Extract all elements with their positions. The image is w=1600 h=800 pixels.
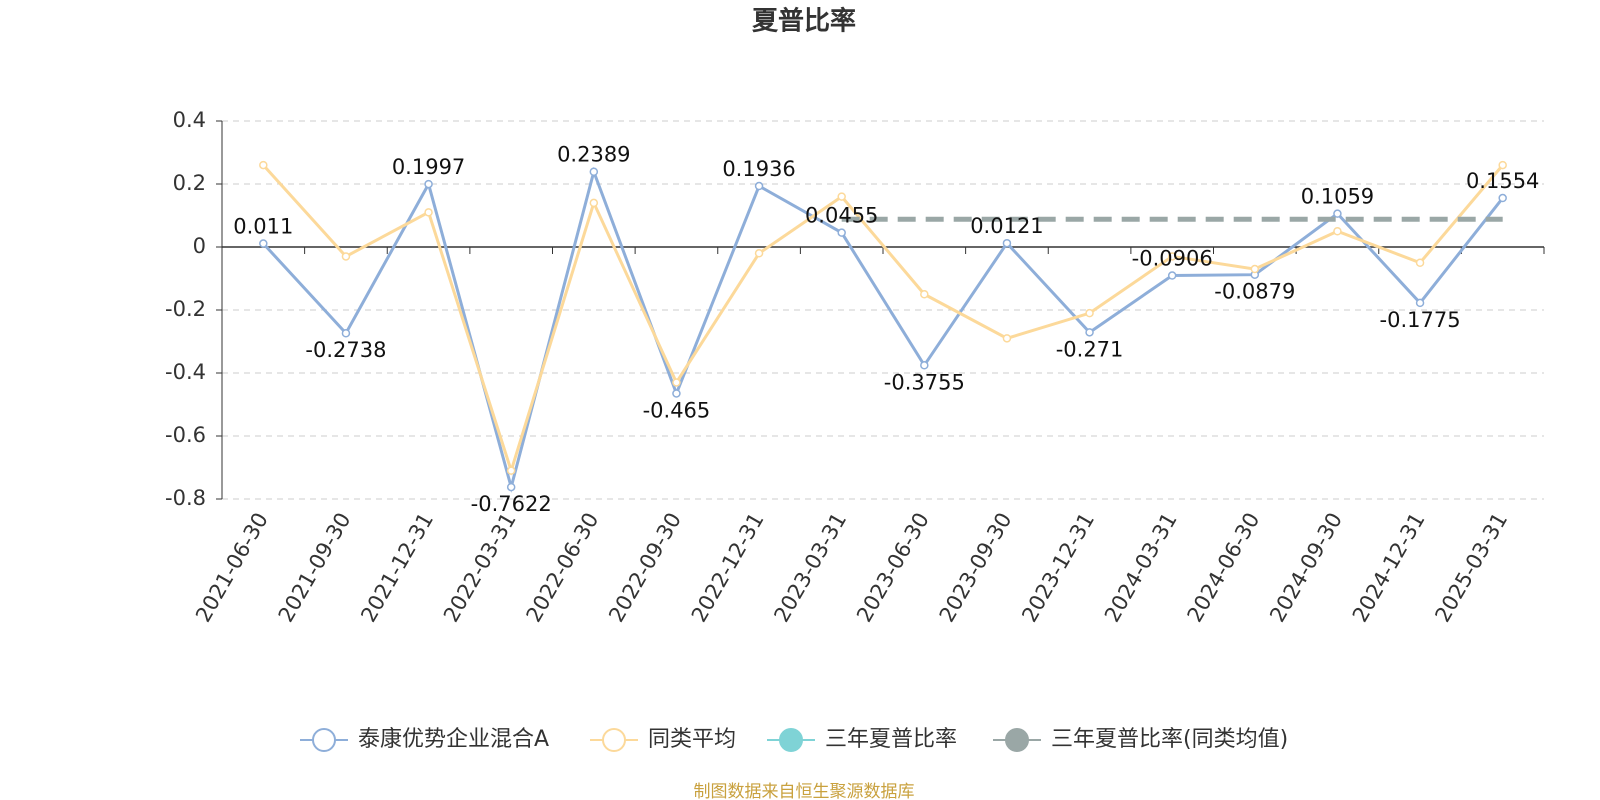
legend-item: 三年夏普比率 [767, 727, 957, 752]
x-tick-label: 2024-03-31 [1100, 509, 1182, 627]
data-label: -0.0906 [1132, 247, 1213, 271]
chart-title: 夏普比率 [752, 6, 856, 37]
data-label: 0.1554 [1466, 169, 1539, 193]
x-tick-label: 2022-06-30 [522, 509, 604, 627]
x-tick-label: 2024-12-31 [1348, 509, 1430, 627]
data-point [1250, 264, 1260, 274]
data-label: 0.011 [233, 215, 293, 239]
data-point [506, 466, 516, 475]
legend-item: 泰康优势企业混合A [300, 727, 549, 752]
data-point [1167, 252, 1177, 261]
data-label: -0.0879 [1214, 280, 1295, 304]
y-tick-label: 0.2 [173, 171, 206, 195]
data-label: -0.271 [1056, 337, 1124, 361]
legend-marker [312, 728, 336, 752]
data-label: 0.1997 [392, 155, 465, 179]
data-point [424, 208, 433, 217]
x-tick-label: 2024-06-30 [1183, 509, 1265, 627]
data-label: -0.465 [643, 398, 711, 422]
x-tick-label: 2022-12-31 [687, 509, 769, 627]
data-label: 0.1936 [722, 157, 795, 181]
y-tick-label: 0 [193, 234, 206, 258]
data-point [1498, 193, 1507, 203]
x-tick-label: 2023-09-30 [935, 509, 1017, 627]
data-point [672, 389, 681, 398]
data-point [341, 252, 351, 261]
legend-label: 泰康优势企业混合A [358, 727, 549, 752]
data-point [754, 181, 764, 191]
legend-label: 同类平均 [648, 727, 736, 752]
legend-label: 三年夏普比率(同类均值) [1051, 727, 1288, 752]
data-label: 0.1059 [1301, 185, 1374, 209]
x-tick-label: 2023-12-31 [1017, 509, 1099, 627]
data-point [1085, 308, 1094, 318]
data-label: 0.2389 [557, 143, 630, 167]
series-line [262, 166, 1504, 493]
x-tick-label: 2022-03-31 [439, 509, 521, 627]
data-point [259, 160, 268, 170]
data-point [1085, 328, 1094, 337]
data-point [837, 192, 846, 201]
data-label: -0.7622 [471, 492, 552, 516]
legend-marker [779, 728, 803, 752]
x-tick-label: 2021-06-30 [191, 509, 273, 627]
data-point [920, 361, 929, 370]
legend-marker [602, 728, 626, 752]
x-tick-label: 2022-09-30 [604, 509, 686, 627]
x-tick-label: 2023-03-31 [769, 509, 851, 627]
data-point [1498, 160, 1507, 170]
data-label: -0.3755 [884, 370, 965, 394]
x-tick-label: 2025-03-31 [1430, 509, 1512, 627]
y-tick-label: 0.4 [173, 108, 206, 132]
data-point [837, 228, 846, 237]
data-point [1167, 271, 1177, 280]
x-tick-label: 2021-12-31 [356, 509, 438, 627]
data-point [1333, 227, 1342, 236]
data-point [920, 290, 929, 299]
y-tick-label: -0.8 [165, 486, 206, 510]
data-point [424, 179, 433, 189]
data-point [1415, 298, 1425, 308]
data-point [1002, 238, 1012, 248]
source-note: 制图数据来自恒生聚源数据库 [694, 782, 915, 800]
series-line [262, 164, 1504, 476]
y-tick-label: -0.6 [165, 423, 206, 447]
x-tick-label: 2023-06-30 [852, 509, 934, 627]
legend-item: 同类平均 [590, 727, 736, 752]
x-tick-label: 2024-09-30 [1265, 509, 1347, 627]
legend-marker [1005, 728, 1029, 752]
data-point [1333, 209, 1342, 218]
data-point [754, 249, 764, 258]
y-tick-label: -0.2 [165, 297, 206, 321]
data-label: 0.0121 [970, 214, 1043, 238]
data-point [672, 378, 681, 387]
data-label: 0.0455 [805, 204, 878, 228]
data-point [259, 239, 268, 248]
data-point [1415, 258, 1425, 267]
data-point [341, 328, 351, 338]
legend-label: 三年夏普比率 [825, 727, 957, 752]
x-tick-label: 2021-09-30 [274, 509, 356, 627]
data-point [506, 482, 516, 492]
data-point [589, 167, 599, 176]
y-tick-label: -0.4 [165, 360, 206, 384]
data-point [589, 198, 599, 208]
data-point [1002, 334, 1012, 343]
data-label: -0.1775 [1380, 308, 1461, 332]
data-label: -0.2738 [305, 338, 386, 362]
legend-item: 三年夏普比率(同类均值) [993, 727, 1288, 752]
